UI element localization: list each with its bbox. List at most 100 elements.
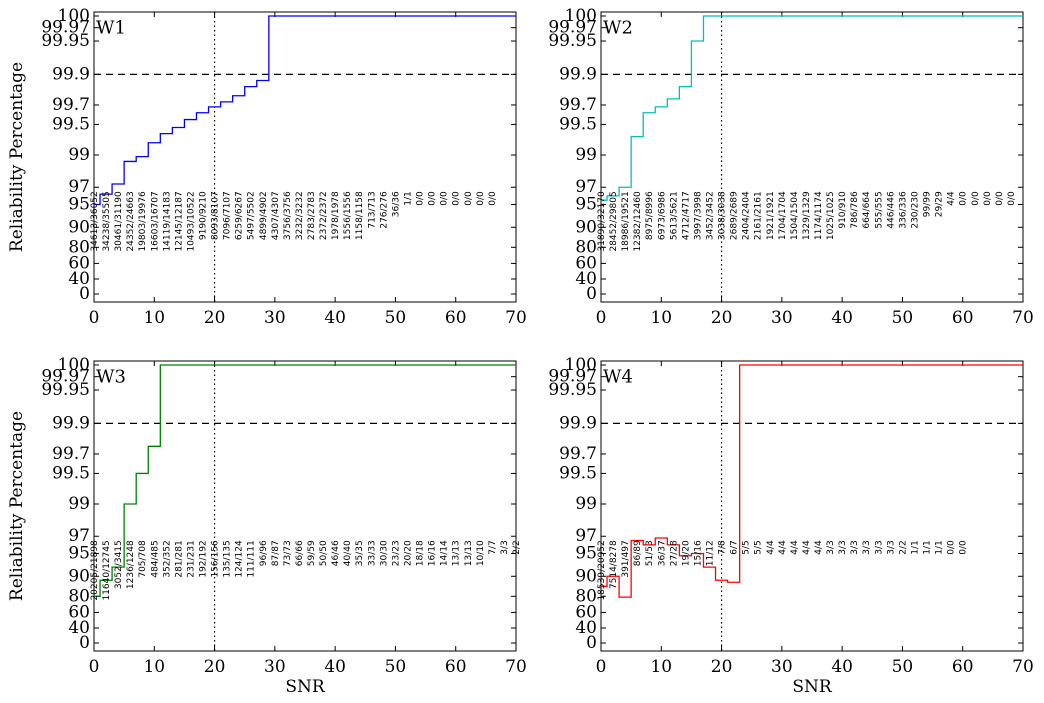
count-label: 0/0: [983, 191, 993, 206]
count-label: 135/135: [223, 540, 233, 577]
count-label: 230/230: [910, 191, 920, 229]
count-label: 34613/36052: [90, 191, 100, 251]
count-label: 24352/24663: [126, 191, 136, 251]
y-tick-label: 95: [68, 194, 90, 214]
panel-title: W3: [96, 367, 126, 388]
count-label: 1025/1025: [826, 191, 836, 240]
y-tick-label: 0: [586, 284, 597, 304]
count-label: 99/99: [923, 191, 933, 217]
panel-w3: 04060809095979999.599.799.999.9599.97100…: [7, 355, 527, 697]
x-tick-label: 30: [771, 308, 793, 328]
count-label: 3/3: [826, 540, 836, 554]
count-label: 11640/12745: [102, 540, 112, 600]
x-tick-label: 40: [324, 308, 346, 328]
count-label: 2404/2404: [742, 191, 752, 240]
y-tick-label: 97: [575, 177, 597, 197]
x-tick-label: 70: [505, 657, 527, 677]
count-label: 16603/16707: [150, 191, 160, 251]
x-tick-label: 60: [952, 308, 974, 328]
count-label: 50/50: [319, 540, 329, 566]
y-tick-label: 40: [575, 269, 597, 289]
count-label: 2161/2161: [754, 191, 764, 240]
count-label: 0/0: [959, 191, 969, 206]
count-label: 0/0: [440, 191, 450, 206]
count-label: 0/0: [488, 191, 498, 206]
count-label: 1329/1329: [802, 191, 812, 240]
y-tick-label: 0: [586, 633, 597, 653]
count-label: 51/53: [645, 540, 655, 566]
count-label: 1921/1921: [766, 191, 776, 240]
y-tick-label: 97: [575, 526, 597, 546]
y-tick-label: 80: [575, 586, 597, 606]
y-tick-label: 99.9: [559, 64, 597, 84]
count-label: 484/485: [150, 540, 160, 577]
y-tick-label: 99.5: [559, 114, 597, 134]
panel-w4: 04060809095979999.599.799.999.9599.97100…: [548, 355, 1033, 697]
count-label: 6/7: [730, 540, 740, 554]
count-label: 4/4: [790, 540, 800, 555]
y-tick-label: 99: [68, 145, 90, 165]
count-label: 33/33: [367, 540, 377, 566]
x-tick-label: 20: [711, 657, 733, 677]
y-tick-label: 99.95: [41, 31, 90, 51]
count-label: 27/28: [669, 540, 679, 566]
count-label: 1556/1556: [343, 191, 353, 240]
x-tick-label: 0: [89, 308, 100, 328]
count-label: 0/0: [947, 540, 957, 555]
y-tick-label: 0: [79, 284, 90, 304]
y-tick-label: 95: [575, 194, 597, 214]
y-tick-label: 80: [575, 237, 597, 257]
count-label: 35/35: [355, 540, 365, 566]
plot-frame: [93, 11, 517, 303]
count-label: 3/3: [850, 540, 860, 554]
count-label: 18986/19521: [621, 191, 631, 251]
y-tick-label: 99.97: [41, 18, 90, 38]
x-tick-label: 50: [892, 657, 914, 677]
count-label: 15/16: [693, 540, 703, 566]
y-tick-label: 97: [68, 177, 90, 197]
panel-title: W2: [603, 18, 633, 39]
count-label: 352/352: [162, 540, 172, 577]
count-label: 14/14: [440, 540, 450, 566]
count-label: 73/73: [283, 540, 293, 566]
count-label: 7/8: [718, 540, 728, 555]
x-tick-label: 0: [89, 657, 100, 677]
count-label: 6259/6267: [235, 191, 245, 240]
x-tick-label: 0: [596, 308, 607, 328]
y-tick-label: 100: [58, 6, 90, 26]
panel-w1: 04060809095979999.599.799.999.9599.97100…: [7, 6, 527, 328]
count-label: 4712/4717: [681, 191, 691, 240]
x-tick-label: 50: [385, 657, 407, 677]
plot-frame: [600, 360, 1024, 652]
y-tick-label: 99.5: [559, 463, 597, 483]
y-tick-label: 90: [68, 566, 90, 586]
x-tick-label: 20: [204, 308, 226, 328]
count-label: 3452/3452: [706, 191, 716, 240]
count-label: 2/2: [898, 540, 908, 554]
count-label: 664/664: [862, 191, 872, 229]
count-label: 0/0: [971, 191, 981, 206]
count-label: 8093/8107: [211, 191, 221, 240]
count-label: 7096/7107: [223, 191, 233, 240]
count-label: 786/786: [850, 191, 860, 229]
x-tick-label: 50: [892, 308, 914, 328]
x-tick-label: 40: [324, 657, 346, 677]
y-tick-label: 0: [79, 633, 90, 653]
count-label: 2783/2783: [307, 191, 317, 240]
y-tick-label: 60: [575, 602, 597, 622]
count-label: 19/20: [681, 540, 691, 566]
y-tick-label: 90: [68, 217, 90, 237]
x-tick-label: 60: [445, 308, 467, 328]
x-axis-label: SNR: [285, 677, 326, 697]
count-label: 4/4: [766, 540, 776, 555]
y-tick-label: 99.5: [52, 463, 90, 483]
count-label: 7514/8278: [609, 540, 619, 589]
y-tick-label: 99.5: [52, 114, 90, 134]
y-tick-label: 60: [68, 602, 90, 622]
y-tick-label: 40: [575, 618, 597, 638]
count-label: 3/3: [874, 540, 884, 554]
count-label: 705/708: [138, 540, 148, 578]
x-tick-label: 70: [505, 308, 527, 328]
y-tick-label: 99: [68, 494, 90, 514]
count-label: 0/0: [428, 191, 438, 206]
